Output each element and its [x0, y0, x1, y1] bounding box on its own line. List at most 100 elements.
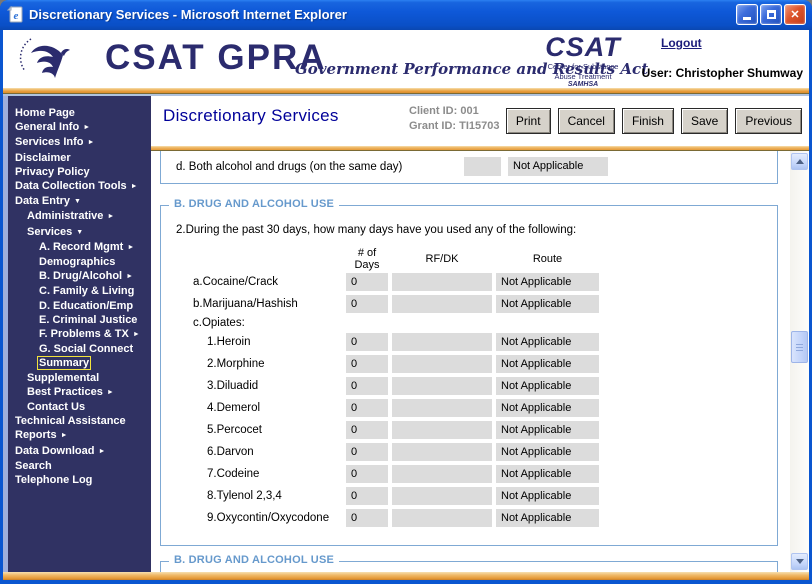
sidebar-item-a-record-mgmt[interactable]: A. Record Mgmt ►	[8, 240, 151, 255]
sidebar-item-technical-assistance[interactable]: Technical Assistance	[8, 414, 151, 428]
rfdk-field[interactable]	[392, 399, 492, 417]
scroll-down-button[interactable]	[791, 553, 808, 570]
toolbar: Print Cancel Finish Save Previous	[505, 108, 802, 134]
sidebar-item-search[interactable]: Search	[8, 459, 151, 473]
days-field[interactable]: 0	[346, 509, 388, 527]
table-row-4-demerol: 4.Demerol 0 Not Applicable	[176, 399, 777, 417]
sidebar-item-administrative[interactable]: Administrative ►	[8, 209, 151, 224]
sidebar-item-c-family-living[interactable]: C. Family & Living	[8, 284, 151, 298]
sidebar-item-services[interactable]: Services ▼	[8, 225, 151, 240]
table-header-row: # of Days RF/DK Route	[176, 247, 777, 271]
days-field[interactable]: 0	[346, 399, 388, 417]
route-field[interactable]: Not Applicable	[496, 465, 599, 483]
csat-logo-line1: Center for Substance	[547, 62, 619, 71]
alcohol-both-rfdk-field[interactable]	[464, 157, 501, 176]
days-field[interactable]: 0	[346, 355, 388, 373]
route-field[interactable]: Not Applicable	[496, 295, 599, 313]
table-row-1-heroin: 1.Heroin 0 Not Applicable	[176, 333, 777, 351]
brand-title: CSAT GPRA	[105, 38, 327, 77]
days-field[interactable]: 0	[346, 295, 388, 313]
rfdk-field[interactable]	[392, 377, 492, 395]
sidebar-item-b-drug-alcohol[interactable]: B. Drug/Alcohol ►	[8, 269, 151, 284]
sidebar-item-services-info[interactable]: Services Info ►	[8, 135, 151, 150]
sidebar-item-f-problems-tx[interactable]: F. Problems & TX ►	[8, 327, 151, 342]
sidebar-item-label: F. Problems & TX	[39, 328, 129, 341]
internet-explorer-icon: e	[7, 5, 23, 22]
sidebar-item-home-page[interactable]: Home Page	[8, 106, 151, 120]
days-field[interactable]: 0	[346, 333, 388, 351]
rfdk-field[interactable]	[392, 465, 492, 483]
sidebar-item-label: Demographics	[39, 256, 116, 269]
route-field[interactable]: Not Applicable	[496, 355, 599, 373]
main-content: Discretionary Services Client ID: 001 Gr…	[151, 96, 809, 572]
rfdk-field[interactable]	[392, 295, 492, 313]
route-field[interactable]: Not Applicable	[496, 443, 599, 461]
rfdk-field[interactable]	[392, 443, 492, 461]
scrollbar-thumb[interactable]	[791, 331, 808, 363]
vertical-scrollbar[interactable]	[790, 151, 809, 572]
print-button[interactable]: Print	[505, 108, 551, 134]
sidebar-item-general-info[interactable]: General Info ►	[8, 120, 151, 135]
sidebar-item-e-criminal-justice[interactable]: E. Criminal Justice	[8, 313, 151, 327]
sidebar-item-d-education-emp[interactable]: D. Education/Emp	[8, 299, 151, 313]
finish-button[interactable]: Finish	[621, 108, 674, 134]
scroll-up-button[interactable]	[791, 153, 808, 170]
sidebar-item-data-download[interactable]: Data Download ►	[8, 444, 151, 459]
route-field[interactable]: Not Applicable	[496, 421, 599, 439]
sidebar-item-label: D. Education/Emp	[39, 299, 134, 312]
days-field[interactable]: 0	[346, 273, 388, 291]
sidebar-item-supplemental[interactable]: Supplemental	[8, 371, 151, 385]
rfdk-field[interactable]	[392, 355, 492, 373]
sidebar-item-data-collection-tools[interactable]: Data Collection Tools ►	[8, 179, 151, 194]
sidebar-item-label: Privacy Policy	[15, 165, 90, 178]
chevron-right-icon: ►	[132, 331, 140, 339]
sidebar-item-label: Services	[27, 225, 73, 238]
save-button[interactable]: Save	[680, 108, 729, 134]
sidebar-item-disclaimer[interactable]: Disclaimer	[8, 151, 151, 165]
days-field[interactable]: 0	[346, 443, 388, 461]
route-field[interactable]: Not Applicable	[496, 399, 599, 417]
days-field[interactable]: 0	[346, 465, 388, 483]
sidebar-item-summary[interactable]: Summary	[8, 356, 151, 371]
sidebar-item-data-entry[interactable]: Data Entry ▼	[8, 194, 151, 209]
sidebar-item-label: Data Collection Tools	[15, 180, 127, 193]
chevron-right-icon: ►	[107, 213, 115, 221]
sidebar-item-telephone-log[interactable]: Telephone Log	[8, 473, 151, 487]
sidebar-item-label: Contact Us	[27, 401, 86, 414]
alcohol-both-route-field[interactable]: Not Applicable	[508, 157, 608, 176]
sidebar-item-label: Summary	[36, 356, 92, 371]
rfdk-field[interactable]	[392, 509, 492, 527]
rfdk-field[interactable]	[392, 487, 492, 505]
sidebar-item-best-practices[interactable]: Best Practices ►	[8, 385, 151, 400]
sidebar-item-contact-us[interactable]: Contact Us	[8, 400, 151, 414]
previous-button[interactable]: Previous	[735, 108, 802, 134]
close-button[interactable]: ✕	[784, 3, 806, 25]
route-field[interactable]: Not Applicable	[496, 273, 599, 291]
sidebar-item-privacy-policy[interactable]: Privacy Policy	[8, 165, 151, 179]
logout-link[interactable]: Logout	[661, 36, 702, 50]
route-field[interactable]: Not Applicable	[496, 377, 599, 395]
maximize-button[interactable]	[760, 3, 782, 25]
col-header-route: Route	[532, 253, 563, 265]
table-row-8-tylenol-2-3-4: 8.Tylenol 2,3,4 0 Not Applicable	[176, 487, 777, 505]
days-field[interactable]: 0	[346, 421, 388, 439]
days-field[interactable]: 0	[346, 487, 388, 505]
csat-logo-line3: SAMHSA	[567, 81, 599, 88]
route-field[interactable]: Not Applicable	[496, 333, 599, 351]
days-field[interactable]: 0	[346, 377, 388, 395]
rfdk-field[interactable]	[392, 273, 492, 291]
sidebar-item-g-social-connect[interactable]: G. Social Connect	[8, 342, 151, 356]
route-field[interactable]: Not Applicable	[496, 509, 599, 527]
chevron-right-icon: ►	[83, 124, 91, 132]
sidebar-item-demographics[interactable]: Demographics	[8, 255, 151, 269]
col-header-rfdk: RF/DK	[425, 253, 459, 265]
minimize-button[interactable]	[736, 3, 758, 25]
route-field[interactable]: Not Applicable	[496, 487, 599, 505]
sidebar-item-label: Reports	[15, 429, 57, 442]
sidebar-item-reports[interactable]: Reports ►	[8, 428, 151, 443]
table-row-b-marijuana-hashish: b.Marijuana/Hashish 0 Not Applicable	[176, 295, 777, 313]
rfdk-field[interactable]	[392, 421, 492, 439]
rfdk-field[interactable]	[392, 333, 492, 351]
cancel-button[interactable]: Cancel	[557, 108, 615, 134]
table-row-9-oxycontin-oxycodone: 9.Oxycontin/Oxycodone 0 Not Applicable	[176, 509, 777, 527]
